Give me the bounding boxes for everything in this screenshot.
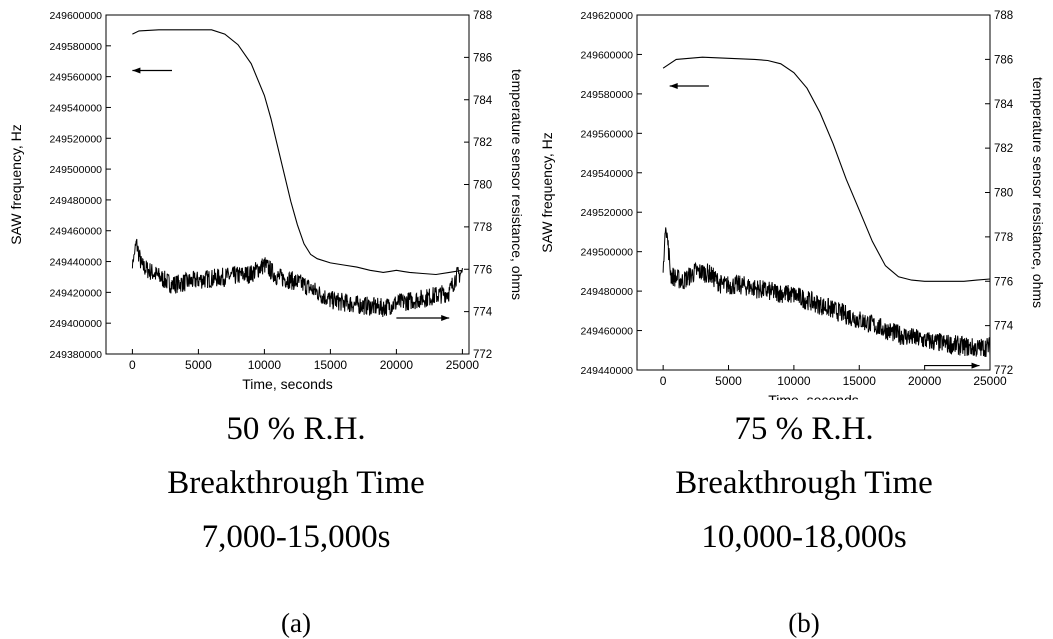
right-tick-label: 784 — [994, 99, 1014, 111]
chart-panel-b: 249440000 249460000 249480000 249500000 2495… — [539, 10, 1046, 400]
left-arrow-head — [132, 67, 141, 74]
left-tick-label: 249500000 — [49, 164, 102, 176]
right-tick-label: 780 — [994, 188, 1013, 200]
x-tick-label: 20000 — [908, 374, 942, 388]
left-axis-title: SAW frequency, Hz — [539, 132, 555, 253]
right-tick-label: 786 — [994, 54, 1013, 66]
x-tick-label: 5000 — [185, 358, 212, 372]
caption-b-time-range: 10,000-18,000s — [701, 519, 907, 555]
x-tick-label: 10000 — [248, 358, 282, 372]
left-tick-label: 249500000 — [580, 247, 633, 259]
caption-a-heading: Breakthrough Time — [167, 465, 425, 501]
caption-a: 50 % R.H. Breakthrough Time 7,000-15,000… — [86, 402, 506, 639]
right-tick-label: 780 — [473, 180, 492, 192]
x-tick-label: 25000 — [973, 374, 1007, 388]
left-tick-label: 249580000 — [49, 41, 102, 53]
x-axis-title: Time, seconds — [242, 376, 333, 392]
left-axis-title: SAW frequency, Hz — [8, 124, 24, 245]
caption-a-humidity: 50 % R.H. — [226, 411, 366, 447]
right-tick-label: 774 — [473, 307, 493, 319]
x-tick-label: 20000 — [380, 358, 414, 372]
right-tick-label: 786 — [473, 52, 492, 64]
right-tick-label: 772 — [473, 349, 492, 361]
caption-a-time-range: 7,000-15,000s — [201, 519, 391, 555]
caption-b: 75 % R.H. Breakthrough Time 10,000-18,00… — [594, 402, 1014, 639]
left-tick-label: 249620000 — [580, 10, 633, 22]
left-tick-label: 249560000 — [49, 72, 102, 84]
saw-frequency-line — [662, 227, 991, 357]
right-arrow-head — [971, 362, 980, 369]
caption-b-panel-label: (b) — [788, 608, 820, 638]
x-tick-label: 0 — [129, 358, 136, 372]
x-axis-title: Time, seconds — [768, 392, 859, 400]
right-arrow-head — [441, 314, 450, 321]
charts-figure: 2493800002494000002494200002494400002494… — [8, 10, 1046, 400]
right-tick-label: 784 — [473, 95, 493, 107]
x-tick-label: 0 — [660, 374, 667, 388]
left-tick-label: 249440000 — [580, 365, 633, 377]
left-tick-label: 249580000 — [580, 89, 633, 101]
left-tick-label: 249480000 — [580, 286, 633, 298]
right-axis-title: temperature sensor resistance, ohms — [509, 69, 525, 300]
x-tick-label: 25000 — [446, 358, 480, 372]
left-tick-label: 249600000 — [580, 49, 633, 61]
x-tick-label: 15000 — [843, 374, 877, 388]
right-tick-label: 778 — [994, 232, 1013, 244]
temperature-resistance-line — [662, 56, 991, 282]
x-tick-label: 5000 — [715, 374, 742, 388]
right-tick-label: 776 — [473, 264, 492, 276]
left-tick-label: 249520000 — [580, 207, 633, 219]
right-tick-label: 788 — [994, 10, 1013, 22]
left-tick-label: 249460000 — [580, 326, 633, 338]
right-tick-label: 782 — [473, 137, 492, 149]
right-tick-label: 778 — [473, 222, 492, 234]
x-tick-label: 15000 — [314, 358, 348, 372]
x-tick-label: 10000 — [777, 374, 811, 388]
left-tick-label: 249420000 — [49, 287, 102, 299]
left-tick-label: 249460000 — [49, 226, 102, 238]
right-tick-label: 774 — [994, 321, 1014, 333]
chart-panel-a: 249380000 249400000 249420000 249440000 2494… — [8, 10, 525, 392]
left-tick-label: 249380000 — [49, 349, 102, 361]
caption-a-panel-label: (a) — [281, 608, 311, 638]
right-tick-label: 776 — [994, 276, 1013, 288]
left-tick-label: 249560000 — [580, 128, 633, 140]
left-tick-label: 249440000 — [49, 257, 102, 269]
left-tick-label: 249540000 — [49, 102, 102, 114]
left-tick-label: 249600000 — [49, 10, 102, 22]
saw-frequency-line — [131, 238, 463, 318]
left-tick-label: 249480000 — [49, 195, 102, 207]
right-axis-title: temperature sensor resistance, ohms — [1030, 77, 1046, 308]
right-tick-label: 772 — [994, 365, 1013, 377]
plot-frame — [636, 14, 991, 371]
left-tick-label: 249520000 — [49, 133, 102, 145]
left-tick-label: 249400000 — [49, 318, 102, 330]
left-tick-label: 249540000 — [580, 168, 633, 180]
right-tick-label: 788 — [473, 10, 492, 22]
right-tick-label: 782 — [994, 143, 1013, 155]
caption-b-heading: Breakthrough Time — [675, 465, 933, 501]
caption-b-humidity: 75 % R.H. — [734, 411, 874, 447]
temperature-resistance-line — [132, 29, 463, 276]
left-arrow-head — [669, 83, 678, 89]
